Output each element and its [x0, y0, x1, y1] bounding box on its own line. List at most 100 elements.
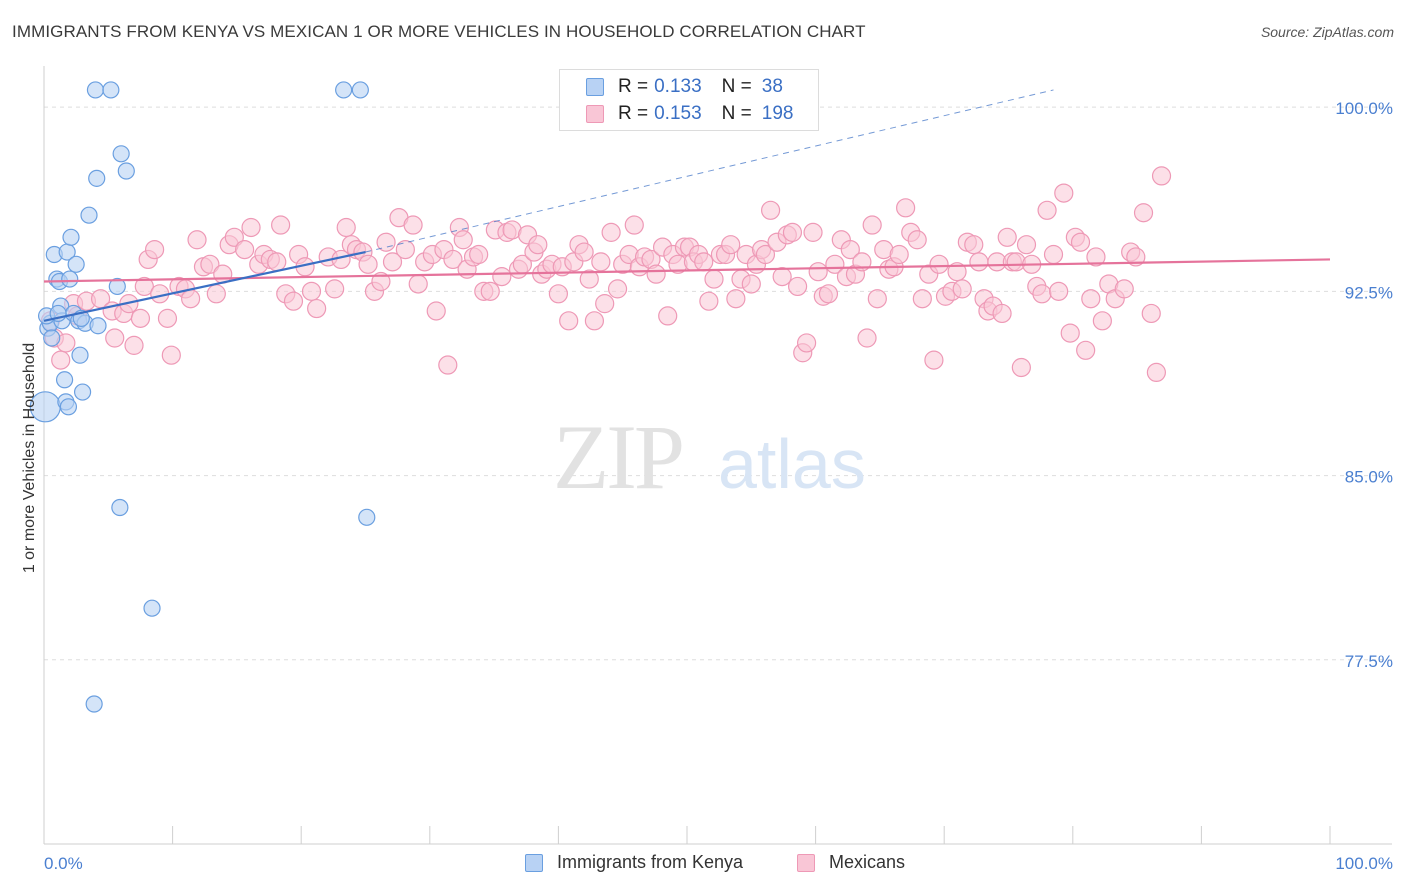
mexicans-trend-line — [43, 258, 1331, 283]
legend-row-kenya: R = 0.133 N = 38 — [586, 75, 783, 99]
mexicans-point — [912, 289, 932, 309]
source-label: Source: ZipAtlas.com — [1260, 24, 1394, 40]
kenya-swatch — [586, 78, 604, 96]
mexicans-point — [283, 291, 304, 311]
mexicans-point — [1092, 311, 1112, 331]
kenya-point — [88, 169, 106, 187]
mexicans-point — [325, 279, 345, 299]
mexicans-point — [307, 298, 327, 319]
mexicans-point — [992, 303, 1012, 324]
mexicans-point — [206, 284, 226, 304]
mexicans-point — [382, 252, 403, 272]
mexicans-point — [438, 355, 458, 375]
mexicans-point — [130, 308, 151, 328]
legend-r-value: 0.153 — [654, 103, 702, 124]
mexicans-point — [1060, 323, 1080, 343]
legend-item-mexicans: Mexicans — [797, 852, 905, 873]
mexicans-point — [796, 333, 817, 353]
kenya-point — [59, 398, 78, 416]
mexicans-point — [867, 289, 887, 309]
kenya-point — [89, 317, 107, 335]
mexicans-point — [395, 239, 415, 260]
mexicans-point — [1114, 279, 1134, 299]
mexicans-point — [1146, 362, 1166, 382]
kenya-point — [108, 277, 126, 296]
mexicans-point — [144, 239, 165, 260]
mexicans-point — [548, 284, 569, 304]
mexicans-point — [782, 222, 803, 242]
mexicans-point — [241, 217, 261, 238]
chart-title: IMMIGRANTS FROM KENYA VS MEXICAN 1 OR MO… — [12, 22, 866, 41]
mexicans-point — [224, 227, 244, 247]
kenya-point — [102, 81, 120, 99]
legend-r-label: R = — [618, 76, 649, 97]
mexicans-point — [271, 215, 291, 235]
mexicans-point — [408, 274, 428, 294]
mexicans-point — [808, 262, 828, 282]
mexicans-point — [559, 311, 579, 331]
mexicans-point — [803, 222, 823, 242]
mexicans-point — [1086, 247, 1106, 267]
x-tick-label: 100.0% — [1335, 854, 1393, 873]
mexicans-point — [181, 289, 201, 309]
mexicans-point — [187, 230, 207, 250]
kenya-trend-line — [43, 250, 366, 322]
mexicans-point — [889, 244, 909, 265]
mexicans-point — [607, 279, 628, 299]
mexicans-point — [134, 276, 154, 297]
mexicans-point — [579, 269, 599, 289]
mexicans-point — [358, 254, 378, 274]
legend-item-label: Immigrants from Kenya — [557, 852, 744, 872]
mexicans-point — [704, 269, 724, 289]
kenya-point — [67, 255, 85, 273]
watermark-zip: ZIP — [553, 406, 682, 508]
mexicans-point — [699, 291, 719, 311]
mexicans-point — [376, 232, 396, 252]
mexicans-point — [964, 235, 984, 255]
mexicans-point — [694, 252, 714, 272]
legend-n-label: N = — [721, 76, 752, 97]
mexicans-point — [1054, 183, 1074, 203]
mexicans-point — [453, 230, 473, 250]
mexicans-point — [726, 289, 746, 309]
mexicans-point — [772, 267, 792, 287]
mexicans-point — [157, 308, 178, 328]
mexicans-point — [480, 281, 500, 301]
mexicans-point — [929, 254, 949, 274]
mexicans-point — [857, 328, 877, 348]
mexicans-point — [1037, 200, 1057, 220]
mexicans-point — [997, 227, 1017, 247]
legend-n-label: N = — [721, 103, 752, 124]
mexicans-swatch — [797, 853, 815, 872]
series-legend: Immigrants from Kenya Mexicans — [0, 852, 1406, 876]
kenya-point — [61, 270, 79, 288]
kenya-point — [85, 695, 103, 713]
x-tick-label: 0.0% — [44, 854, 83, 873]
kenya-point — [358, 508, 376, 526]
grid-lines — [44, 106, 1392, 661]
mexicans-point — [755, 244, 776, 265]
y-tick-label: 77.5% — [1345, 652, 1393, 671]
mexicans-point — [1049, 281, 1069, 301]
kenya-point — [73, 383, 92, 401]
legend-n-value: 38 — [761, 76, 783, 97]
mexicans-point — [1126, 247, 1146, 267]
mexicans-point — [624, 215, 644, 235]
kenya-trend-extension — [365, 89, 1054, 253]
mexicans-point — [840, 239, 860, 260]
kenya-points — [29, 81, 376, 713]
mexicans-point — [161, 345, 181, 365]
mexicans-point — [1141, 303, 1161, 324]
mexicans-point — [492, 267, 512, 287]
kenya-point — [55, 371, 74, 389]
mexicans-point — [924, 350, 944, 370]
kenya-point — [335, 81, 353, 99]
y-tick-label: 92.5% — [1345, 283, 1393, 302]
mexicans-point — [947, 262, 967, 282]
axes — [43, 66, 1392, 845]
kenya-point — [62, 228, 80, 246]
mexicans-point — [1011, 357, 1031, 378]
mexicans-point — [1043, 244, 1064, 265]
mexicans-point — [1032, 284, 1052, 304]
